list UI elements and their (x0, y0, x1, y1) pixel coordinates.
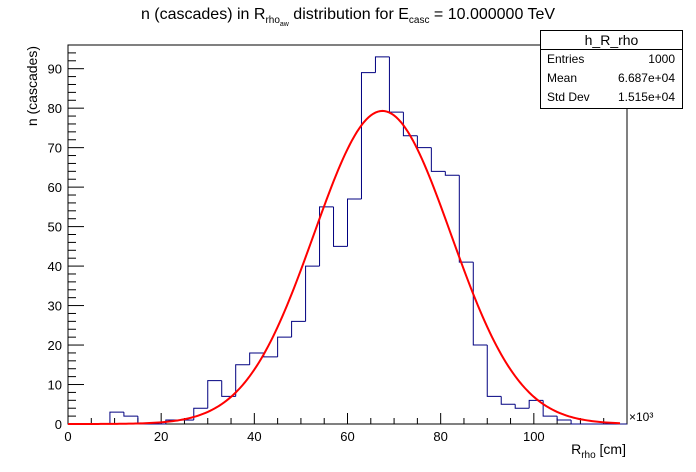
y-tick-label: 10 (48, 378, 62, 393)
chart-title: n (cascades) in Rrhoaw distribution for … (140, 6, 556, 28)
histogram-bin (207, 380, 222, 409)
histogram-bin (347, 198, 362, 247)
x-tick-label: 20 (154, 429, 168, 444)
histogram-bin (235, 364, 250, 397)
stats-label: Entries (547, 52, 585, 66)
histogram-bin (249, 352, 264, 365)
axes: 0 20 40 60 80 100 0 10 20 30 40 50 60 70 80 90 (48, 44, 628, 444)
histogram-bin (500, 396, 516, 405)
histogram-bin (542, 400, 558, 417)
histogram-bin (291, 320, 306, 338)
x-axis-title: Rrho [cm] (571, 441, 626, 461)
histogram-bin (333, 206, 348, 247)
gaussian-fit-series (68, 109, 621, 425)
histogram-bin (374, 56, 390, 73)
histogram-bin (305, 265, 320, 322)
histogram-bin (263, 352, 278, 358)
histogram-bin (360, 72, 376, 199)
y-tick-label: 20 (48, 338, 62, 353)
y-tick-label: 60 (48, 180, 62, 195)
stats-row-stddev: Std Dev 1.515e+04 (541, 88, 682, 107)
histogram-bin (123, 412, 138, 417)
x-tick-label: 80 (433, 429, 447, 444)
stats-label: Std Dev (547, 90, 590, 104)
histogram-bin (556, 416, 572, 421)
histogram-bin (402, 112, 418, 137)
stats-label: Mean (547, 71, 578, 85)
histogram-bin (109, 411, 124, 424)
x-tick-label: 100 (523, 429, 545, 444)
x-tick-label: 0 (64, 429, 71, 444)
histogram-series (68, 56, 627, 425)
stats-box: h_R_rho Entries 1000 Mean 6.687e+04 Std … (540, 30, 683, 109)
histogram-bin (319, 206, 334, 267)
y-tick-label: 30 (48, 299, 62, 314)
stats-value: 1000 (648, 52, 675, 66)
histogram-bin (444, 171, 460, 176)
x-tick-label: 60 (340, 429, 354, 444)
x-tick-label: 40 (247, 429, 261, 444)
histogram-bin (514, 404, 530, 409)
histogram-bin (486, 345, 502, 397)
y-axis-title: n (cascades) (24, 46, 40, 126)
y-tick-label: 70 (48, 141, 62, 156)
y-tick-label: 40 (48, 259, 62, 274)
histogram-bin (472, 262, 488, 346)
histogram-bin (458, 175, 474, 263)
stats-row-mean: Mean 6.687e+04 (541, 69, 682, 88)
histogram-bin (277, 336, 292, 357)
y-tick-label: 80 (48, 101, 62, 116)
stats-row-entries: Entries 1000 (541, 50, 682, 69)
y-tick-label: 0 (55, 417, 62, 432)
fit-curve (68, 109, 621, 425)
histogram-bin (388, 56, 404, 113)
axis-labels: ×10³ Rrho [cm] n (cascades) (24, 46, 653, 461)
y-tick-label: 50 (48, 220, 62, 235)
stats-box-title: h_R_rho (541, 31, 682, 50)
y-tick-label: 90 (48, 62, 62, 77)
stats-value: 6.687e+04 (617, 71, 675, 85)
histogram-bin (570, 420, 586, 425)
histogram-bin (430, 147, 446, 172)
x-multiplier: ×10³ (629, 410, 653, 424)
histogram-bin (416, 135, 432, 149)
stats-value: 1.515e+04 (617, 90, 675, 104)
